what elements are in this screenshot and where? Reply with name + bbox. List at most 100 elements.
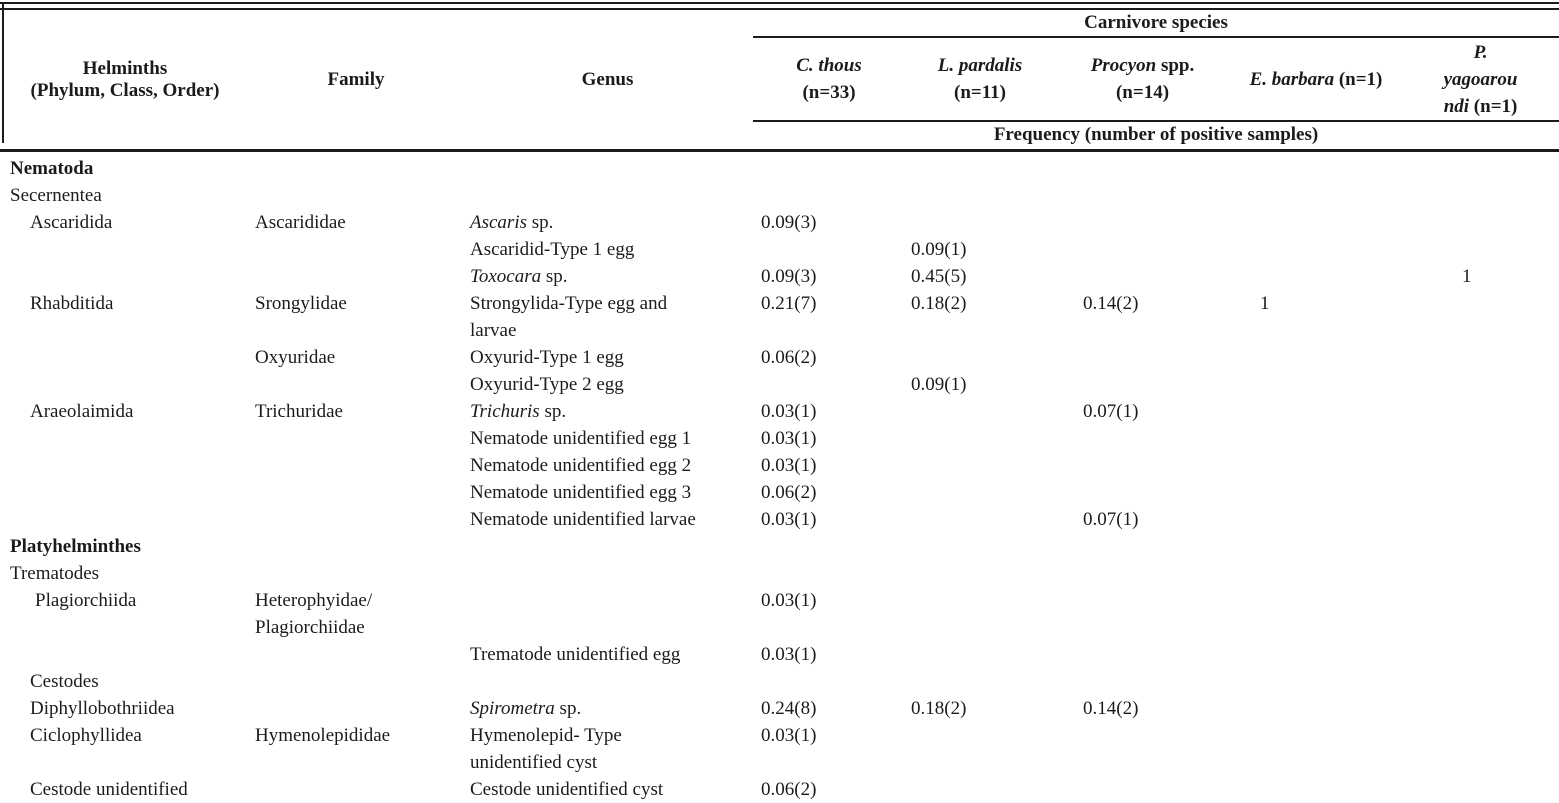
cell-family: Hymenolepididae	[250, 722, 462, 776]
cell-freq-p-yagoaroundi	[1402, 452, 1559, 479]
cell-freq-c-thous	[753, 151, 905, 183]
text-segment: L. pardalis	[938, 55, 1022, 76]
text-segment: Strongylida-Type egg and	[470, 293, 667, 314]
cell-line: Cestode unidentified cyst	[470, 776, 753, 803]
cell-freq-l-pardalis	[905, 209, 1055, 236]
cell-freq-l-pardalis	[905, 506, 1055, 533]
text-segment: Toxocara	[470, 266, 541, 287]
text-segment: Srongylidae	[255, 293, 347, 314]
text-segment: yagoarou	[1444, 69, 1518, 90]
cell-helminth-order	[0, 371, 250, 398]
text-segment: Diphyllobothriidea	[30, 698, 175, 719]
cell-freq-c-thous: 0.24(8)	[753, 695, 905, 722]
cell-freq-p-yagoaroundi	[1402, 290, 1559, 344]
cell-line: Oxyurid-Type 1 egg	[470, 344, 753, 371]
text-segment: (n=14)	[1116, 82, 1169, 103]
cell-freq-l-pardalis	[905, 641, 1055, 668]
cell-freq-e-barbara	[1230, 668, 1402, 695]
cell-genus: Oxyurid-Type 2 egg	[462, 371, 753, 398]
cell-freq-p-yagoaroundi	[1402, 722, 1559, 776]
cell-genus	[462, 587, 753, 641]
cell-freq-p-yagoaroundi	[1402, 533, 1559, 560]
cell-freq-e-barbara	[1230, 263, 1402, 290]
cell-line: Araeolaimida	[30, 398, 250, 425]
table-row: Ciclophyllidea Hymenolepididae Hymenolepid…	[0, 722, 1559, 776]
cell-genus: Trematode unidentified egg	[462, 641, 753, 668]
text-segment: Araeolaimida	[30, 401, 133, 422]
cell-helminth-order	[0, 506, 250, 533]
cell-family	[250, 560, 462, 587]
text-segment: Cestode unidentified cyst	[470, 779, 663, 800]
cell-freq-procyon-spp	[1055, 587, 1230, 641]
cell-freq-e-barbara	[1230, 533, 1402, 560]
cell-freq-l-pardalis	[905, 344, 1055, 371]
cell-freq-c-thous: 0.09(3)	[753, 209, 905, 236]
cell-genus: Nematode unidentified larvae	[462, 506, 753, 533]
column-header-helminths: Helminths (Phylum, Class, Order)	[0, 10, 250, 151]
text-segment: Ascarididae	[255, 212, 346, 233]
text-segment: Ascaridid-Type 1 egg	[470, 239, 634, 260]
cell-line: Cestode unidentified	[30, 776, 250, 803]
text-segment: ndi	[1444, 96, 1469, 117]
cell-line: Srongylidae	[255, 290, 462, 317]
text-segment: larvae	[470, 320, 516, 341]
cell-family	[250, 263, 462, 290]
cell-line: Trichuridae	[255, 398, 462, 425]
cell-freq-c-thous: 0.03(1)	[753, 425, 905, 452]
text-segment: Hymenolepididae	[255, 725, 390, 746]
cell-genus: Ascaris sp.	[462, 209, 753, 236]
cell-freq-l-pardalis	[905, 587, 1055, 641]
cell-freq-c-thous: 0.03(1)	[753, 641, 905, 668]
cell-freq-p-yagoaroundi	[1402, 587, 1559, 641]
cell-line: Strongylida-Type egg and	[470, 290, 753, 317]
cell-line: P.	[1402, 39, 1559, 66]
table-row: Toxocara sp.0.09(3)0.45(5)1	[0, 263, 1559, 290]
cell-line: Plagiorchiida	[35, 587, 250, 614]
cell-genus: Trichuris sp.	[462, 398, 753, 425]
text-segment: Ciclophyllidea	[30, 725, 142, 746]
column-header-helminths-line2: (Phylum, Class, Order)	[0, 80, 250, 102]
cell-helminth-order: Rhabditida	[0, 290, 250, 344]
cell-genus: Nematode unidentified egg 2	[462, 452, 753, 479]
cell-freq-procyon-spp	[1055, 151, 1230, 183]
cell-line: ndi (n=1)	[1402, 93, 1559, 120]
cell-freq-p-yagoaroundi	[1402, 182, 1559, 209]
text-segment: Nematode unidentified egg 3	[470, 482, 691, 503]
text-segment: sp.	[527, 212, 553, 233]
cell-freq-e-barbara	[1230, 151, 1402, 183]
cell-line: (n=11)	[905, 79, 1055, 106]
cell-freq-e-barbara	[1230, 452, 1402, 479]
cell-family	[250, 151, 462, 183]
cell-genus	[462, 182, 753, 209]
cell-genus: Ascaridid-Type 1 egg	[462, 236, 753, 263]
cell-freq-c-thous: 0.21(7)	[753, 290, 905, 344]
cell-line: Oxyurid-Type 2 egg	[470, 371, 753, 398]
cell-family	[250, 668, 462, 695]
cell-line: C. thous	[753, 52, 905, 79]
cell-freq-l-pardalis: 0.45(5)	[905, 263, 1055, 290]
cell-freq-l-pardalis	[905, 452, 1055, 479]
cell-genus	[462, 151, 753, 183]
cell-freq-procyon-spp: 0.14(2)	[1055, 290, 1230, 344]
cell-family	[250, 776, 462, 803]
cell-freq-e-barbara	[1230, 776, 1402, 803]
cell-freq-procyon-spp: 0.07(1)	[1055, 398, 1230, 425]
cell-freq-e-barbara	[1230, 371, 1402, 398]
cell-helminth-order	[0, 425, 250, 452]
table-header: Helminths (Phylum, Class, Order) Family …	[0, 10, 1559, 151]
text-segment: (n=11)	[954, 82, 1006, 103]
cell-freq-c-thous: 0.06(2)	[753, 479, 905, 506]
cell-freq-p-yagoaroundi	[1402, 641, 1559, 668]
text-segment: spp.	[1156, 55, 1194, 76]
text-segment: Heterophyidae/	[255, 590, 372, 611]
text-segment: Hymenolepid- Type	[470, 725, 622, 746]
text-segment: C. thous	[796, 55, 861, 76]
cell-freq-e-barbara	[1230, 182, 1402, 209]
cell-genus: Nematode unidentified egg 1	[462, 425, 753, 452]
cell-freq-l-pardalis: 0.18(2)	[905, 290, 1055, 344]
cell-freq-c-thous: 0.03(1)	[753, 506, 905, 533]
